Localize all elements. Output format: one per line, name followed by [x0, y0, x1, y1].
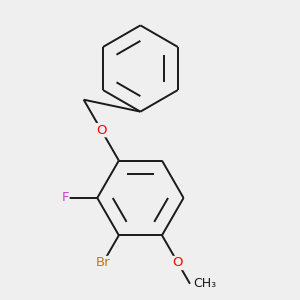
Text: CH₃: CH₃: [193, 277, 216, 290]
Text: O: O: [96, 124, 106, 136]
Text: Br: Br: [95, 256, 110, 269]
Text: F: F: [61, 191, 69, 204]
Text: O: O: [173, 256, 183, 269]
